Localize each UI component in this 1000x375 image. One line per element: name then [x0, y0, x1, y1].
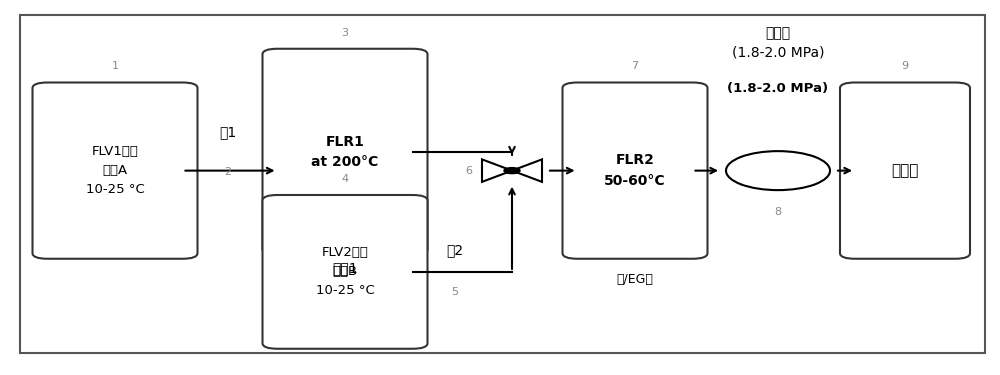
Text: FLV2中的
溶液B
10-25 °C: FLV2中的 溶液B 10-25 °C — [316, 246, 374, 297]
FancyBboxPatch shape — [562, 82, 708, 259]
FancyBboxPatch shape — [262, 195, 428, 349]
Text: FLR1
at 200°C: FLR1 at 200°C — [311, 135, 379, 169]
Text: FLV1中的
溶液A
10-25 °C: FLV1中的 溶液A 10-25 °C — [86, 145, 144, 196]
FancyBboxPatch shape — [262, 49, 428, 255]
Polygon shape — [512, 159, 542, 182]
Text: (1.8-2.0 MPa): (1.8-2.0 MPa) — [727, 82, 829, 94]
Text: 泵1: 泵1 — [219, 125, 237, 139]
Text: 7: 7 — [631, 61, 639, 71]
Text: 泵2: 泵2 — [446, 243, 464, 257]
Circle shape — [504, 168, 520, 174]
Circle shape — [726, 151, 830, 190]
Text: 3: 3 — [342, 27, 349, 38]
Text: 背压阀
(1.8-2.0 MPa): 背压阀 (1.8-2.0 MPa) — [732, 26, 824, 60]
Polygon shape — [482, 159, 512, 182]
Text: 水/EG溶: 水/EG溶 — [617, 273, 653, 286]
Text: 5: 5 — [452, 287, 458, 297]
Text: FLR2
50-60°C: FLR2 50-60°C — [604, 153, 666, 188]
Text: 6: 6 — [465, 166, 472, 176]
Text: 产物槽: 产物槽 — [891, 163, 919, 178]
FancyBboxPatch shape — [840, 82, 970, 259]
FancyBboxPatch shape — [20, 15, 985, 352]
Text: 4: 4 — [341, 174, 349, 184]
Text: 9: 9 — [901, 61, 909, 71]
Text: 1: 1 — [112, 61, 119, 71]
Text: 8: 8 — [774, 207, 782, 217]
Text: 2: 2 — [224, 167, 232, 177]
FancyBboxPatch shape — [32, 82, 198, 259]
Text: 烘箱1: 烘箱1 — [332, 261, 358, 275]
